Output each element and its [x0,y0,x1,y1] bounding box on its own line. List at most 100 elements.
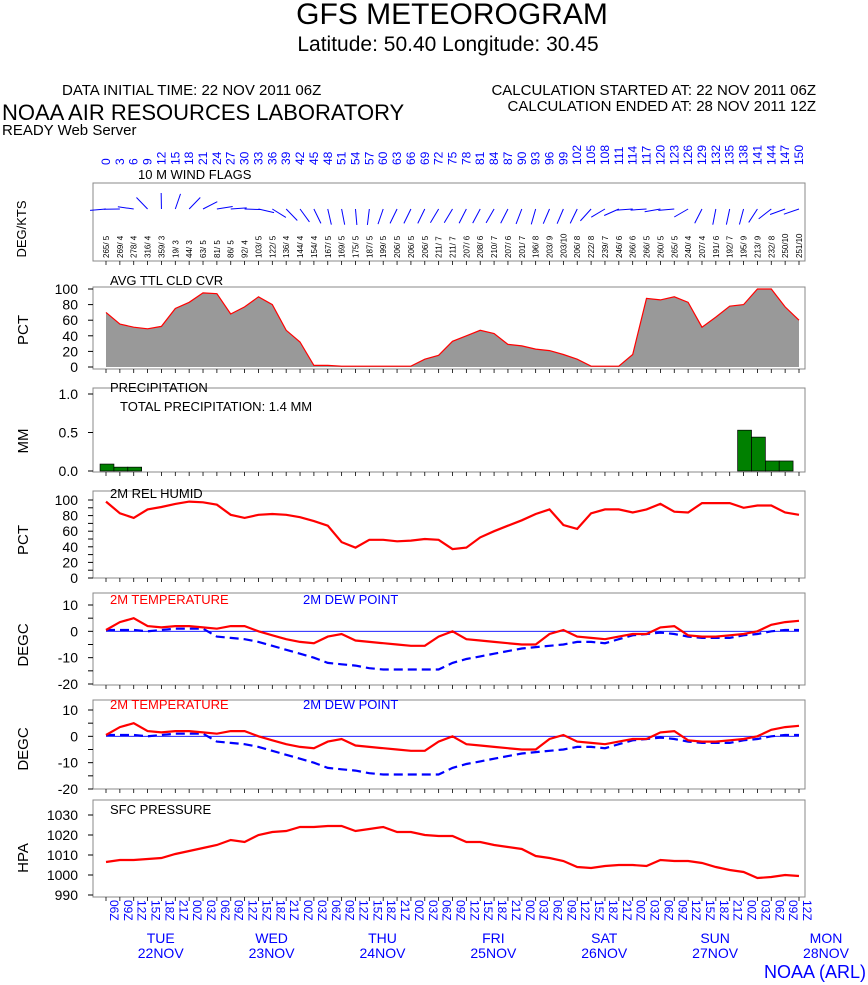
time-label: 18Z [273,900,287,921]
cloud-cover-title: AVG TTL CLD CVR [110,273,223,288]
y-tick-label: 40 [62,539,78,555]
wind-barb [748,208,758,223]
wind-barb [542,208,550,224]
forecast-hour-label: 93 [529,151,543,165]
forecast-hour-label: 141 [750,145,764,165]
forecast-hour-label: 66 [404,151,418,165]
time-label: 00Z [412,900,426,921]
time-label: 21Z [398,900,412,921]
wind-barb [644,208,661,213]
temperature-line [105,722,800,752]
forecast-hour-label: 24 [210,151,224,165]
wind-label: 136/ 4 [282,235,291,258]
time-label: 06Z [329,900,343,921]
precip-bar [127,466,143,472]
wind-label: 266/ 6 [629,235,638,258]
y-tick-label: 20 [62,343,78,359]
wind-barb [694,208,703,224]
time-axis: 06Z 09Z 12Z 15Z 18Z 21Z 00Z 03Z 06Z 09Z 12Z 15Z 18Z 2… [107,900,850,961]
forecast-hour-label: 51 [335,151,349,165]
pressure-title: SFC PRESSURE [110,802,211,817]
precip-bar [737,429,752,472]
forecast-hour-label: 72 [432,151,446,165]
y-tick-label: -10 [58,755,78,771]
wind-label: 269/ 4 [116,235,125,258]
forecast-hour-axis: 0 3 6 9 12 15 18 21 24 27 30 33 36 39 42 45 48 51 54 57 60 63… [99,145,806,165]
forecast-hour-label: 111 [612,146,626,165]
forecast-hour-label: 63 [390,151,404,165]
time-label: 15Z [370,900,384,921]
y-tick-label: 0 [70,359,78,375]
pressure-panel-frame [92,799,806,898]
wind-label: 207/ 4 [698,235,707,258]
wind-barb [244,208,261,211]
wind-barb [117,206,134,210]
time-label: 21Z [509,900,523,921]
wind-label: 19/ 3 [171,240,180,258]
wind-label: 167/ 5 [324,235,333,258]
time-label: 12Z [246,900,260,921]
day-date: 25NOV [470,945,517,961]
day-name: SUN [700,930,730,946]
time-label: 15Z [703,900,717,921]
wind-barb [616,208,633,211]
y-tick-label: 1020 [47,827,78,843]
forecast-hour-label: 6 [127,158,141,165]
time-label: 12Z [578,900,592,921]
time-label: 21Z [176,900,190,921]
time-label: 21Z [620,900,634,921]
wind-label: 213/ 9 [753,235,762,258]
wind-label: 175/ 5 [351,235,360,258]
wind-panel-frame [92,182,806,262]
day-date: 23NOV [249,945,296,961]
time-label: 06Z [440,900,454,921]
wind-barb [783,208,800,215]
time-label: 06Z [107,900,121,921]
wind-barb [758,208,772,220]
time-label: 00Z [745,900,759,921]
precipitation-title: PRECIPITATION [110,380,208,395]
humidity-panel-frame [92,490,806,579]
precip-ylabel: MM [15,429,32,454]
y-tick-label: 0 [70,570,78,586]
wind-label: 240/ 4 [684,235,693,258]
wind-label: 222/ 8 [587,235,596,258]
wind-label: 203/10 [559,233,568,258]
time-label: 21Z [287,900,301,921]
wind-barb [417,208,426,224]
time-label: 00Z [190,900,204,921]
cloud-ylabel: PCT [15,315,32,345]
y-tick-label: -20 [58,781,78,797]
pressure-line [105,824,800,880]
wind-label: 265/ 5 [670,235,679,258]
wind-barb [136,197,148,210]
forecast-hour-label: 117 [640,146,654,165]
forecast-hour-label: 57 [362,151,376,165]
y-tick-label: -20 [58,676,78,692]
temperature-panel-2: -20 -10 0 10 [58,702,800,797]
day-date: 24NOV [360,945,407,961]
time-label: 09Z [232,900,246,921]
wind-barb [569,208,578,224]
wind-barb [725,208,731,225]
data-initial-time: DATA INITIAL TIME: 22 NOV 2011 06Z [62,82,321,99]
wind-barb [285,208,298,221]
temperature-line [105,617,800,647]
wind-label: 210/ 7 [490,235,499,258]
wind-label: 251/10 [795,233,804,258]
wind-label: 169/ 5 [338,235,347,258]
wind-label: 265/ 5 [102,235,111,258]
wind-label: 122/ 5 [268,235,277,258]
wind-barb [630,208,647,211]
temp2-panel-frame [92,699,806,790]
wind-barb [313,208,322,224]
time-label: 21Z [731,900,745,921]
y-tick-label: 1.0 [59,386,79,402]
y-tick-label: 100 [55,281,79,297]
day-name: FRI [482,930,505,946]
forecast-hour-label: 45 [307,151,321,165]
time-label: 03Z [315,900,329,921]
wind-barb [458,208,467,224]
wind-barb [299,208,310,223]
